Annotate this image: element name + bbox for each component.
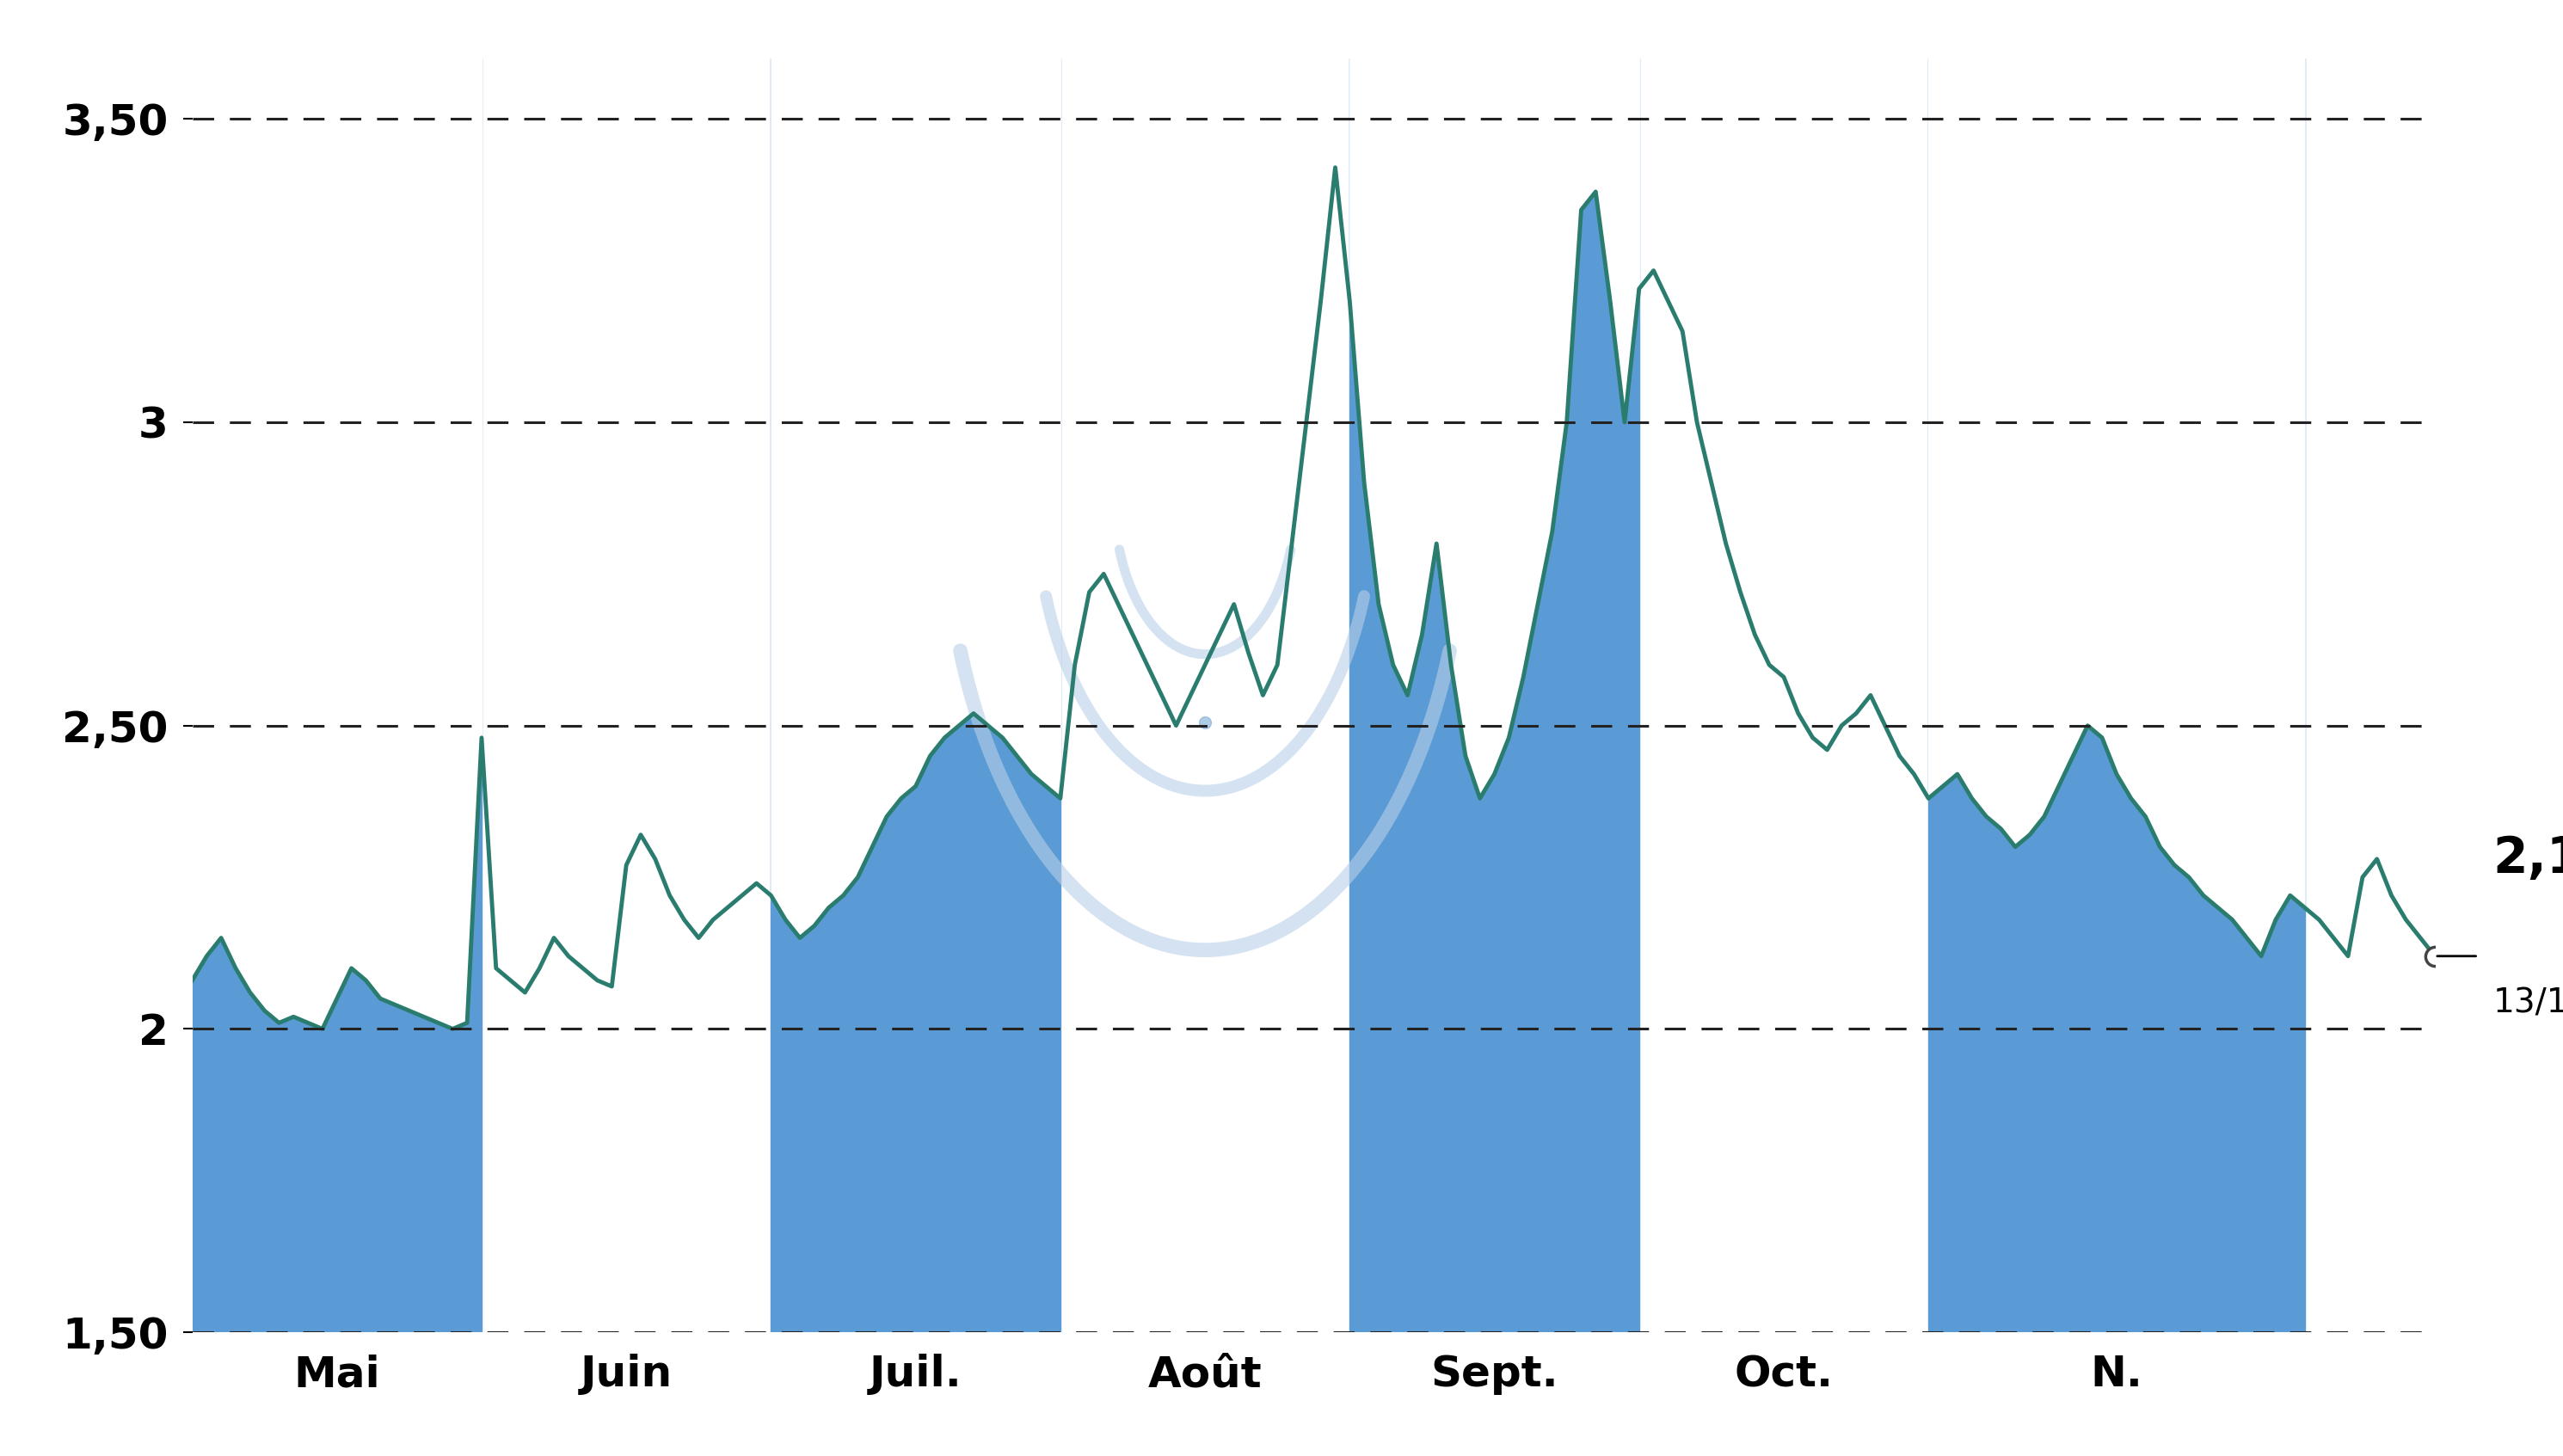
Bar [771,58,1061,1332]
Bar [1927,58,2304,1332]
Bar [1351,58,1640,1332]
Text: Monogram Orthopaedics, Inc.: Monogram Orthopaedics, Inc. [664,32,1899,103]
Text: 13/11: 13/11 [2494,986,2563,1019]
Bar [192,58,482,1332]
Text: 2,12: 2,12 [2494,834,2563,884]
